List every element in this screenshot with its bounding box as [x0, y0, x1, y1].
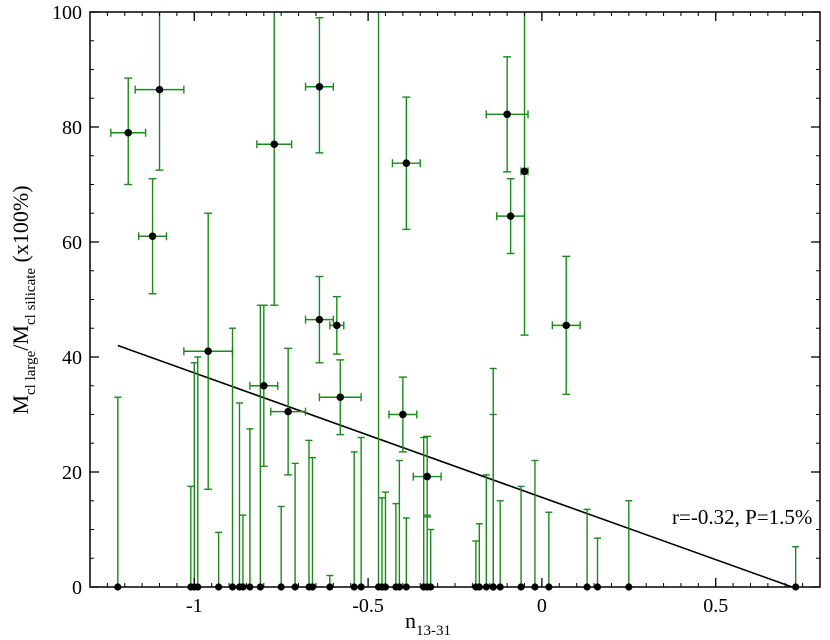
data-point-17: [551, 255, 581, 396]
data-point-0: [110, 77, 147, 186]
data-point-marker: [506, 212, 515, 220]
x-tick-label: 0.5: [703, 595, 728, 617]
y-tick-label: 80: [62, 117, 82, 139]
y-tick-label: 0: [72, 577, 82, 599]
zero-point-15: [350, 451, 358, 591]
data-point-13: [412, 435, 442, 518]
zero-point-33: [531, 459, 539, 591]
data-point-marker: [204, 347, 212, 356]
y-tick-label: 60: [62, 232, 82, 254]
data-point-15: [496, 178, 526, 255]
zero-point-31: [496, 500, 504, 591]
zero-point-25: [427, 528, 435, 591]
x-tick-label: -0.5: [352, 595, 384, 617]
zero-point-12: [305, 439, 313, 591]
zero-point-19: [381, 491, 390, 591]
data-point-marker: [155, 85, 164, 94]
zero-point-18: [378, 497, 386, 591]
data-point-marker: [399, 410, 407, 419]
zero-point-4: [215, 531, 223, 591]
data-point-14: [485, 56, 529, 173]
plot-marks: [110, 12, 800, 591]
zero-point-7: [239, 514, 247, 591]
y-tick-label: 20: [62, 462, 82, 484]
correlation-annotation: r=-0.32, P=1.5%: [672, 505, 812, 529]
data-point-1: [134, 12, 185, 171]
data-point-marker: [423, 472, 431, 481]
zero-point-3: [194, 356, 202, 591]
zero-point-28: [482, 474, 490, 591]
zero-point-16: [357, 436, 365, 591]
y-axis-label: Mcl large/Mcl silicate (x100%): [8, 185, 39, 414]
x-tick-label: 0: [537, 595, 547, 617]
data-point-marker: [402, 159, 411, 168]
data-point-6: [270, 347, 307, 476]
data-point-marker: [520, 167, 529, 176]
y-axis-label-tail: (x100%): [8, 185, 33, 267]
data-point-5: [249, 304, 279, 467]
zero-point-0: [114, 396, 122, 591]
zero-point-13: [308, 456, 317, 591]
y-axis-label-sub1: cl large: [23, 350, 39, 395]
data-point-3: [183, 212, 234, 490]
zero-point-34: [545, 511, 553, 591]
zero-point-36: [593, 537, 602, 591]
data-point-marker: [124, 128, 133, 137]
x-axis-label-sub: 13-31: [416, 623, 451, 639]
data-point-marker: [336, 393, 345, 402]
zero-point-2: [190, 362, 198, 591]
zero-point-23: [420, 436, 428, 591]
data-point-marker: [270, 140, 279, 149]
y-axis-label-sub2: cl silicate: [23, 268, 39, 325]
zero-point-11: [291, 462, 299, 591]
zero-point-37: [625, 500, 633, 591]
data-point-8: [304, 275, 335, 364]
zero-point-30: [489, 413, 497, 591]
zero-point-35: [583, 508, 591, 591]
data-point-marker: [503, 110, 511, 119]
data-point-9: [329, 295, 345, 355]
x-tick-label: -1: [186, 595, 203, 617]
zero-point-26: [472, 540, 480, 591]
data-point-marker: [333, 321, 341, 330]
data-point-marker: [562, 321, 571, 330]
y-axis-label-m1: M: [8, 395, 33, 415]
zero-point-32: [517, 485, 525, 591]
fit-line: [117, 344, 793, 588]
data-point-marker: [284, 407, 292, 416]
x-axis-label-main: n: [405, 608, 416, 633]
zero-point-38: [792, 546, 800, 591]
data-point-10: [318, 359, 362, 436]
zero-point-22: [402, 517, 410, 591]
zero-point-1: [187, 485, 195, 591]
data-point-16: [520, 12, 529, 336]
data-point-2: [137, 178, 168, 295]
zero-point-27: [475, 523, 483, 591]
zero-point-14: [326, 574, 334, 591]
data-point-marker: [315, 82, 324, 91]
axis-ticks: -1 -0.5 0 0.5 0 20 40 60 80 100: [52, 2, 821, 617]
y-tick-label: 40: [62, 347, 82, 369]
zero-point-5: [228, 327, 237, 591]
zero-point-6: [235, 402, 244, 591]
data-point-marker: [315, 315, 324, 324]
data-point-12: [388, 376, 418, 453]
y-axis-label-sep: /M: [8, 325, 33, 351]
data-point-marker: [148, 232, 157, 241]
data-point-7: [304, 17, 335, 154]
data-point-11: [391, 96, 421, 231]
data-point-marker: [260, 381, 268, 390]
zero-point-21: [395, 459, 403, 591]
zero-point-10: [277, 505, 285, 591]
x-axis-label: n13-31: [405, 608, 451, 639]
zero-point-17: [374, 12, 383, 591]
zero-point-9: [256, 304, 264, 591]
plot-frame: [89, 11, 821, 588]
y-tick-label: 100: [52, 2, 82, 24]
zero-point-8: [246, 428, 254, 591]
zero-point-24: [423, 514, 431, 591]
data-point-4: [256, 12, 293, 306]
zero-point-20: [392, 502, 400, 591]
